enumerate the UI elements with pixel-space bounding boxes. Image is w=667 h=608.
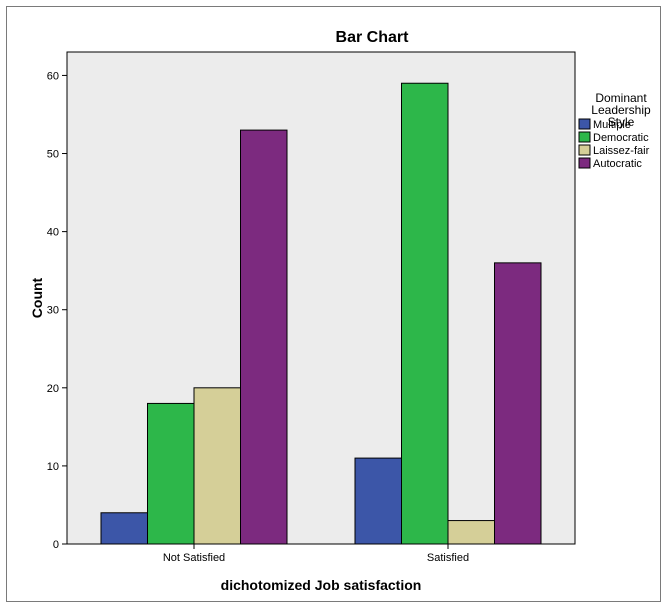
y-tick-label: 0	[53, 539, 59, 551]
chart-title: Bar Chart	[336, 29, 410, 46]
legend-item-label: Autocratic	[593, 158, 642, 170]
legend-swatch	[578, 144, 591, 156]
y-tick-label: 60	[47, 70, 59, 82]
y-tick-label: 50	[47, 149, 59, 161]
bar-laissez-fair-satisfied	[447, 520, 495, 545]
legend-title-line-2: Leadership	[591, 103, 651, 117]
legend-item-label: Laissez-fair	[593, 145, 650, 157]
legend-title-line-1: Dominant	[595, 91, 647, 105]
bar-autocratic-satisfied	[494, 262, 542, 545]
bar-multiple-not-satisfied	[100, 512, 148, 545]
legend-item-label: Democratic	[593, 132, 649, 144]
legend-swatch	[578, 118, 591, 130]
bar-democratic-not-satisfied	[147, 402, 195, 545]
x-tick-label: Not Satisfied	[163, 552, 225, 564]
x-tick-label: Satisfied	[427, 552, 469, 564]
bar-series	[100, 82, 542, 545]
x-axis: Not Satisfied Satisfied	[163, 544, 469, 564]
bar-autocratic-not-satisfied	[240, 129, 288, 545]
x-axis-label: dichotomized Job satisfaction	[221, 577, 422, 593]
legend-swatch	[578, 131, 591, 143]
legend: Dominant Leadership Style MultipleDemocr…	[578, 91, 651, 170]
legend-swatch	[578, 157, 591, 169]
y-tick-label: 40	[47, 227, 59, 239]
bar-laissez-fair-not-satisfied	[193, 387, 241, 545]
y-tick-label: 30	[47, 305, 59, 317]
bar-democratic-satisfied	[401, 82, 449, 545]
legend-title-line-3: Style	[608, 115, 635, 129]
bar-multiple-satisfied	[354, 457, 402, 545]
y-tick-label: 10	[47, 461, 59, 473]
y-tick-label: 20	[47, 383, 59, 395]
y-axis-label: Count	[29, 277, 45, 318]
y-axis: 0 10 20 30 40 50 60	[47, 70, 67, 551]
legend-item-label: Multiple	[593, 119, 631, 131]
